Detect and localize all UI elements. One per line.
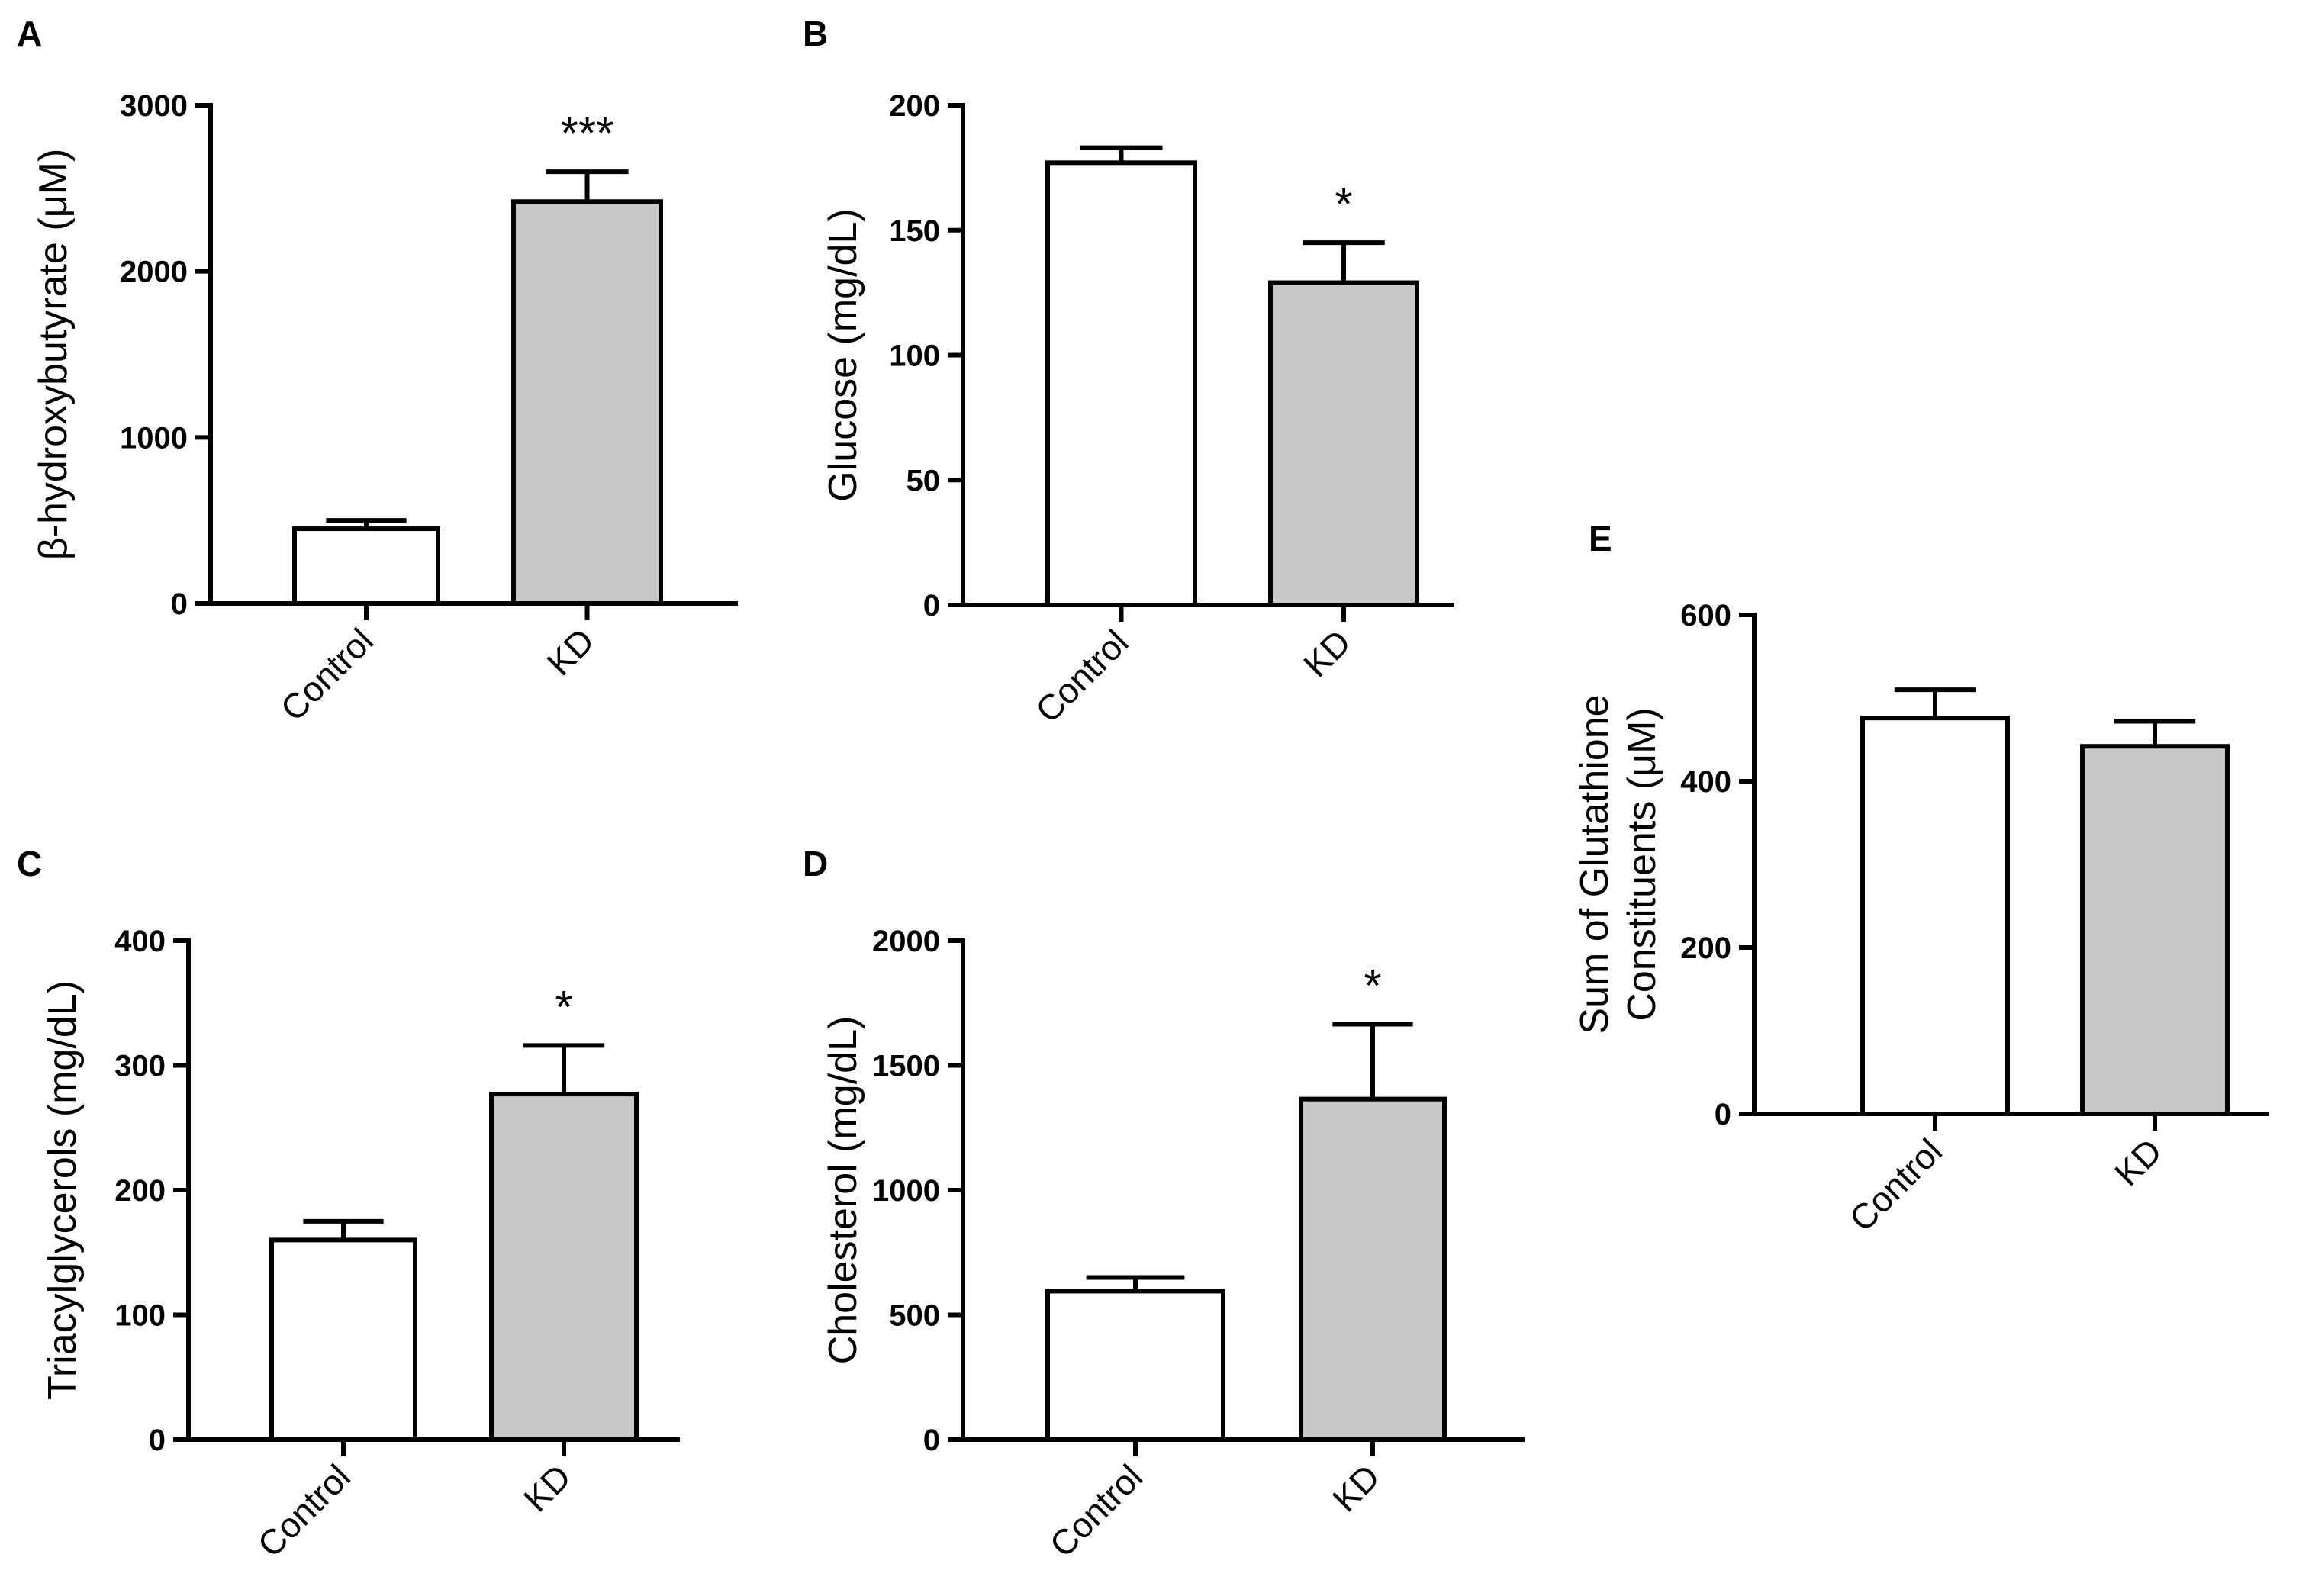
- panel-label-b: B: [803, 14, 828, 53]
- panel-label-e: E: [1589, 519, 1612, 558]
- bar-b-control: [1045, 160, 1197, 607]
- bar-a-kd: [511, 199, 663, 607]
- category-label-a-1: KD: [539, 620, 602, 683]
- category-label-b-1: KD: [1296, 622, 1358, 684]
- significance-b-1: *: [1335, 179, 1352, 230]
- y-tick-label-a-0: 0: [171, 587, 188, 621]
- y-axis-title-d: Cholesterol (mg/dL): [821, 1016, 865, 1365]
- panel-a: A *** 0 1000 2000 3000 Control KD β-hydroxybutyr…: [17, 14, 738, 729]
- bar-d-kd: [1299, 1096, 1447, 1443]
- y-tick-label-a-2: 2000: [120, 256, 188, 289]
- bar-c-kd: [489, 1092, 639, 1442]
- y-tick-label-e-1: 200: [1680, 932, 1731, 965]
- y-tick-label-b-3: 150: [889, 214, 940, 248]
- panel-label-c: C: [17, 844, 42, 883]
- panel-d: D * 0 500 1000 1500 2000 Control KD Cholesterol (…: [803, 844, 1525, 1565]
- bar-d-control: [1045, 1289, 1225, 1443]
- category-label-d-1: KD: [1325, 1456, 1387, 1519]
- y-tick-label-c-4: 400: [114, 925, 166, 958]
- panel-label-a: A: [17, 14, 42, 53]
- y-tick-label-c-1: 100: [114, 1299, 166, 1333]
- y-tick-label-b-1: 50: [906, 464, 941, 497]
- panel-b: B * 0 50 100 150 200 Control KD Glucose (mg/dL): [803, 14, 1454, 730]
- y-tick-label-a-3: 3000: [120, 89, 188, 123]
- significance-d-1: *: [1364, 960, 1381, 1012]
- category-label-b-0: Control: [1028, 622, 1136, 730]
- y-tick-label-c-2: 200: [114, 1174, 166, 1208]
- bar-e-control: [1860, 716, 2010, 1116]
- y-tick-label-b-4: 200: [889, 89, 940, 123]
- y-axis-title-b: Glucose (mg/dL): [821, 208, 865, 501]
- significance-c-1: *: [555, 981, 572, 1032]
- category-label-e-1: KD: [2107, 1131, 2169, 1193]
- y-tick-label-e-2: 400: [1680, 765, 1731, 799]
- significance-a-1: ***: [560, 108, 613, 159]
- bar-a-control: [292, 526, 440, 606]
- category-label-d-0: Control: [1042, 1456, 1150, 1565]
- y-tick-label-c-0: 0: [149, 1424, 166, 1457]
- y-tick-label-d-3: 1500: [872, 1050, 940, 1083]
- y-axis-title-c: Triacylglycerols (mg/dL): [40, 980, 85, 1400]
- y-tick-label-a-1: 1000: [120, 421, 188, 455]
- bar-c-control: [269, 1237, 417, 1443]
- category-label-c-1: KD: [516, 1456, 578, 1519]
- y-tick-label-b-2: 100: [889, 339, 940, 373]
- y-tick-label-d-0: 0: [923, 1424, 940, 1457]
- y-tick-label-d-4: 2000: [872, 925, 940, 958]
- bar-e-kd: [2080, 744, 2230, 1116]
- y-axis-title-e-0: Sum of Glutathione: [1573, 694, 1617, 1034]
- panel-c: C * 0 100 200 300 400 Control KD Triacylglycerols…: [17, 844, 680, 1565]
- category-label-c-0: Control: [250, 1456, 358, 1565]
- y-tick-label-d-1: 500: [889, 1299, 940, 1333]
- y-tick-label-e-3: 600: [1680, 599, 1731, 632]
- y-tick-label-d-2: 1000: [872, 1174, 940, 1208]
- category-label-a-0: Control: [272, 620, 381, 729]
- y-tick-label-b-0: 0: [923, 589, 940, 623]
- y-tick-label-c-3: 300: [114, 1050, 166, 1083]
- panel-e: E 0 200 400 600 Control KD Sum of Glutathione Co…: [1573, 519, 2269, 1239]
- y-axis-title-a: β-hydroxybutyrate (μM): [31, 149, 76, 561]
- category-label-e-0: Control: [1841, 1131, 1950, 1239]
- y-axis-title-e-1: Constituents (μM): [1620, 707, 1664, 1021]
- panel-label-d: D: [803, 844, 828, 883]
- y-tick-label-e-0: 0: [1715, 1098, 1731, 1131]
- bar-b-kd: [1268, 280, 1419, 607]
